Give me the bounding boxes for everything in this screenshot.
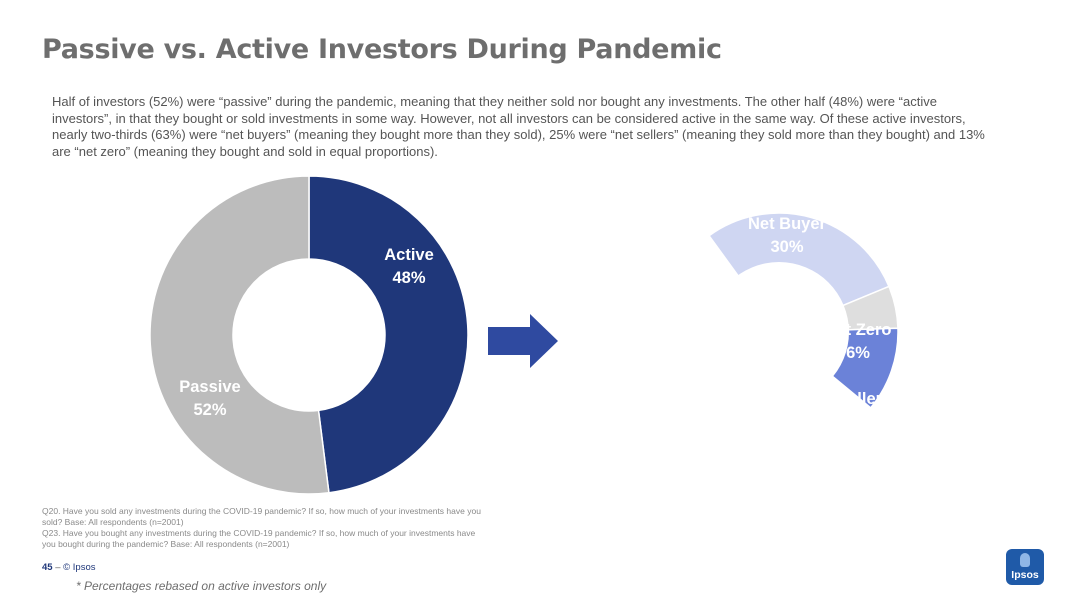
page-title: Passive vs. Active Investors During Pand… [42, 34, 722, 65]
copyright: © Ipsos [63, 562, 96, 573]
value-net-buyer: 30% [770, 238, 803, 256]
logo-mark-icon [1020, 553, 1030, 567]
page-footer: 45 – © Ipsos [42, 562, 96, 573]
intro-paragraph: Half of investors (52%) were “passive” d… [52, 94, 985, 159]
donut-hole [709, 262, 849, 402]
slice-passive [149, 175, 330, 495]
footnote-q23: Q23. Have you bought any investments dur… [42, 528, 476, 549]
ipsos-logo: Ipsos [1006, 549, 1044, 585]
slice-active [308, 175, 469, 494]
label-net-buyer: Net Buyer [748, 215, 827, 233]
label-net-seller: Net Seller [806, 390, 883, 408]
label-active: Active [384, 246, 434, 264]
page-separator: – [55, 562, 61, 573]
label-passive: Passive [179, 378, 240, 396]
value-net-seller: 12% [827, 413, 860, 431]
rebase-note: * Percentages rebased on active investor… [76, 579, 327, 593]
footnote: Q20. Have you sold any investments durin… [42, 506, 482, 550]
donut-chart-overall: Active 48% Passive 52% [149, 175, 469, 495]
donut-chart-active-breakdown: Net Buyer 30% Net Zero 6% Net Seller 12% [708, 212, 899, 431]
footnote-q20: Q20. Have you sold any investments durin… [42, 506, 481, 527]
value-net-zero: 6% [846, 344, 870, 362]
page-number: 45 [42, 562, 53, 573]
logo-wordmark: Ipsos [1011, 569, 1039, 581]
value-passive: 52% [193, 401, 226, 419]
value-active: 48% [392, 269, 425, 287]
label-net-zero: Net Zero [825, 321, 892, 339]
right-arrow-icon [488, 314, 558, 368]
